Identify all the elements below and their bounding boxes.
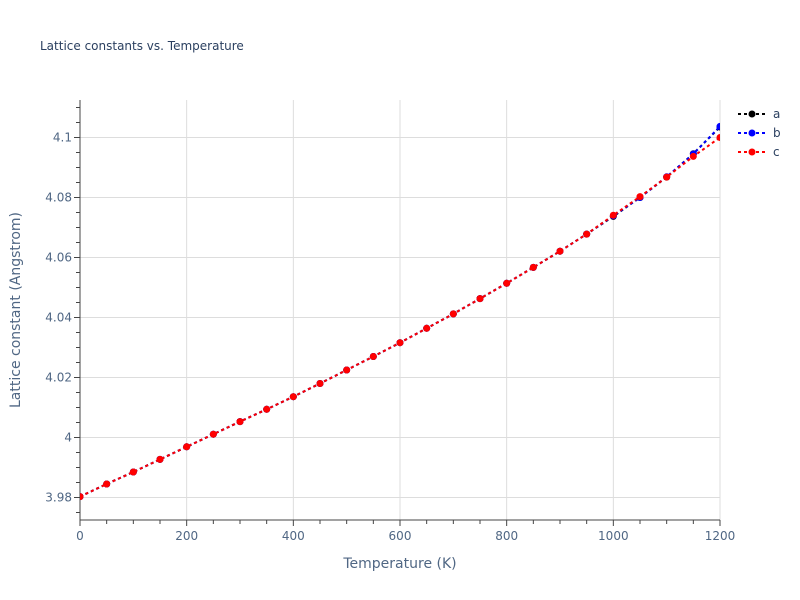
- x-tick-label: 1000: [598, 529, 629, 543]
- y-tick-label: 4.1: [53, 131, 72, 145]
- data-point-c[interactable]: [103, 480, 111, 488]
- data-point-c[interactable]: [689, 152, 697, 160]
- data-point-c[interactable]: [316, 380, 324, 387]
- data-point-c[interactable]: [343, 366, 351, 374]
- legend-label-a: a: [773, 107, 780, 121]
- data-point-c[interactable]: [423, 324, 431, 332]
- data-point-c[interactable]: [716, 134, 724, 141]
- x-tick-label: 200: [175, 529, 198, 543]
- axes: [74, 100, 721, 526]
- data-point-c[interactable]: [583, 230, 591, 238]
- legend-label-b: b: [773, 126, 781, 140]
- y-tick-label: 4.02: [45, 371, 72, 385]
- data-point-c[interactable]: [263, 405, 271, 413]
- x-tick-label: 800: [495, 529, 518, 543]
- y-tick-label: 4.06: [45, 251, 72, 265]
- data-point-c[interactable]: [476, 295, 484, 303]
- data-point-c[interactable]: [236, 418, 244, 426]
- legend-marker-a: [748, 110, 756, 118]
- data-point-c[interactable]: [77, 493, 84, 501]
- tick-labels: 0 200 400 600 800 1000 1200 3.98 4 4.02 4.04 4.06 4.…: [45, 131, 735, 544]
- legend[interactable]: abc: [738, 107, 781, 159]
- y-tick-label: 4.04: [45, 311, 72, 325]
- y-tick-label: 4.08: [45, 191, 72, 205]
- data-point-c[interactable]: [369, 353, 377, 360]
- data-point-b[interactable]: [716, 122, 724, 130]
- data-point-c[interactable]: [636, 193, 644, 201]
- legend-label-c: c: [773, 145, 780, 159]
- data-point-c[interactable]: [529, 263, 537, 271]
- y-tick-label: 4: [64, 431, 72, 445]
- data-point-c[interactable]: [183, 443, 191, 451]
- x-tick-label: 400: [282, 529, 305, 543]
- series-group: [77, 122, 724, 501]
- data-point-c[interactable]: [663, 173, 671, 181]
- data-point-c[interactable]: [289, 393, 297, 401]
- data-point-c[interactable]: [396, 339, 404, 347]
- legend-marker-c: [748, 148, 756, 156]
- grid: [80, 100, 721, 520]
- x-tick-label: 1200: [705, 529, 736, 543]
- data-point-c[interactable]: [209, 430, 217, 438]
- data-point-c[interactable]: [556, 247, 564, 255]
- legend-item-b[interactable]: b: [738, 126, 781, 140]
- data-point-c[interactable]: [609, 211, 617, 219]
- data-point-c[interactable]: [129, 468, 137, 476]
- data-point-c[interactable]: [449, 310, 457, 318]
- y-axis-label: Lattice constant (Angstrom): [8, 212, 24, 408]
- legend-item-c[interactable]: c: [738, 145, 780, 159]
- data-point-c[interactable]: [156, 455, 164, 463]
- y-tick-label: 3.98: [45, 491, 72, 505]
- x-tick-label: 600: [389, 529, 412, 543]
- series-c: [77, 134, 724, 501]
- x-axis-label: Temperature (K): [342, 556, 456, 572]
- legend-item-a[interactable]: a: [738, 107, 780, 121]
- legend-marker-b: [748, 129, 756, 137]
- data-point-c[interactable]: [503, 279, 511, 287]
- x-tick-label: 0: [76, 529, 84, 543]
- chart-title: Lattice constants vs. Temperature: [40, 39, 244, 53]
